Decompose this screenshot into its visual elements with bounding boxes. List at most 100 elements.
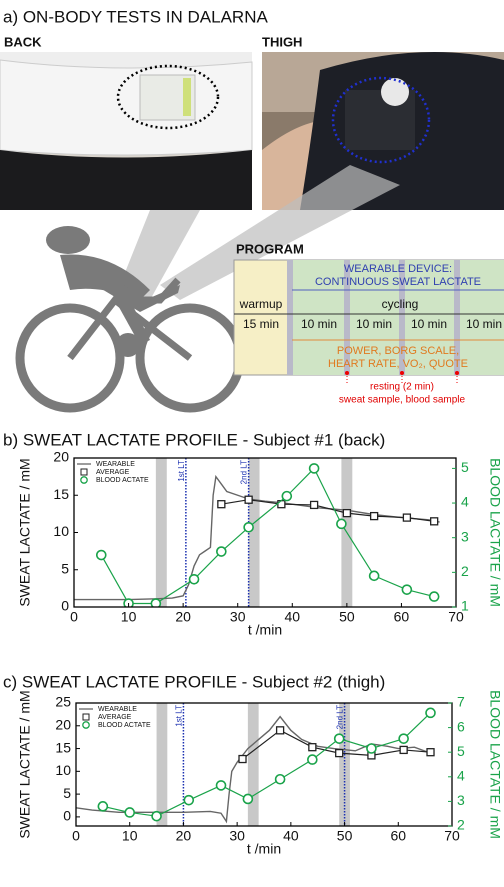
y2-tick-label: 6 — [457, 718, 465, 734]
x-tick-label: 0 — [70, 609, 78, 625]
x-tick-label: 60 — [390, 828, 406, 844]
y2-axis-label: BLOOD LACTATE / mM — [487, 690, 503, 839]
threshold-label: 2nd LT — [336, 705, 345, 729]
resting-label: resting (2 min) — [370, 382, 434, 393]
chart-title: c) SWEAT LACTATE PROFILE - Subject #2 (t… — [3, 672, 385, 691]
photo-label: BACK — [4, 34, 42, 49]
y-tick-label: 5 — [63, 785, 71, 801]
threshold-label: 1st LT — [177, 460, 186, 482]
blood-marker — [398, 733, 409, 744]
y2-tick-label: 1 — [461, 598, 469, 614]
legend-label: AVERAGE — [98, 714, 132, 721]
back-photo — [0, 52, 253, 210]
blood-marker — [366, 743, 377, 754]
y-tick-label: 0 — [63, 808, 71, 824]
phase-label: cycling — [382, 297, 419, 311]
y2-tick-label: 7 — [457, 694, 465, 710]
blood-marker — [307, 754, 318, 765]
rest-band — [155, 458, 167, 607]
y-axis-label: SWEAT LACTATE / mM — [17, 458, 33, 606]
funnel — [160, 165, 400, 300]
legend-label: AVERAGE — [96, 469, 130, 476]
x-tick-label: 30 — [230, 609, 246, 625]
legend-label: BLOOD ACTATE — [96, 477, 149, 484]
y-tick-label: 15 — [55, 739, 71, 755]
blood-marker — [243, 522, 254, 533]
y2-axis-label: BLOOD LACTATE / mM — [487, 458, 503, 607]
rest-band — [248, 458, 260, 607]
y-tick-label: 10 — [53, 523, 69, 539]
blood-marker — [281, 490, 293, 502]
phase-time: 10 min — [356, 317, 392, 331]
legend-key — [82, 721, 90, 729]
blood-marker — [336, 518, 347, 530]
y-axis-label: SWEAT LACTATE / mM — [17, 690, 33, 838]
y-tick-label: 5 — [61, 560, 69, 576]
average-marker — [275, 726, 285, 735]
blood-marker — [215, 780, 227, 791]
x-axis-label: t /min — [248, 622, 282, 638]
threshold-label: 2nd LT — [240, 460, 249, 484]
phase-time: 10 min — [301, 317, 337, 331]
program-title: PROGRAM — [236, 241, 304, 256]
device-label: CONTINUOUS SWEAT LACTATE — [315, 276, 481, 288]
cyclist — [15, 226, 245, 413]
y-tick-label: 20 — [53, 449, 69, 465]
blood-marker — [274, 773, 286, 785]
blood-marker — [333, 733, 345, 744]
blood-marker — [216, 546, 227, 557]
y2-tick-label: 4 — [457, 768, 465, 784]
samples-label: sweat sample, blood sample — [339, 395, 466, 406]
y2-tick-label: 4 — [461, 494, 469, 510]
average-marker — [277, 500, 286, 509]
x-tick-label: 40 — [283, 828, 299, 844]
measures-label: POWER, BORG SCALE, — [337, 345, 459, 357]
series-line — [221, 499, 435, 522]
legend-label: WEARABLE — [98, 706, 137, 713]
x-tick-label: 10 — [121, 609, 137, 625]
x-tick-label: 60 — [394, 609, 410, 625]
legend-key — [82, 713, 90, 721]
blood-marker — [95, 549, 107, 561]
blood-marker — [150, 598, 162, 607]
plot-area — [76, 703, 436, 826]
blood-marker — [124, 807, 136, 818]
legend-label: WEARABLE — [96, 461, 135, 468]
plot-frame — [75, 702, 453, 827]
y-tick-label: 0 — [61, 598, 69, 614]
rest-band — [156, 703, 168, 826]
x-tick-label: 20 — [176, 828, 192, 844]
blood-marker — [151, 810, 162, 822]
average-marker — [335, 748, 344, 758]
blood-marker — [368, 570, 380, 582]
photo-label: THIGH — [262, 34, 302, 49]
average-marker — [308, 743, 317, 752]
average-marker — [309, 500, 319, 510]
x-tick-label: 70 — [448, 609, 464, 625]
threshold-label: 1st LT — [175, 705, 184, 727]
y2-tick-label: 3 — [457, 792, 465, 808]
x-tick-label: 20 — [175, 609, 191, 625]
x-tick-label: 50 — [337, 828, 353, 844]
x-tick-label: 0 — [72, 828, 80, 844]
average-marker — [238, 754, 247, 764]
series-line — [102, 712, 431, 817]
x-tick-label: 50 — [339, 609, 355, 625]
legend-label: BLOOD ACTATE — [98, 722, 151, 729]
blood-marker — [97, 801, 109, 812]
legend-key — [80, 476, 88, 484]
blood-marker — [401, 584, 413, 595]
average-marker — [402, 513, 412, 522]
y2-tick-label: 5 — [461, 459, 469, 475]
panel-title: a) ON-BODY TESTS IN DALARNA — [3, 7, 268, 26]
rest-band — [247, 703, 259, 826]
x-tick-label: 70 — [444, 828, 460, 844]
x-tick-label: 10 — [122, 828, 138, 844]
legend-key — [80, 468, 88, 476]
funnel — [118, 210, 200, 300]
blood-marker — [188, 573, 200, 585]
average-marker — [430, 517, 439, 526]
y2-tick-label: 3 — [461, 528, 469, 544]
x-tick-label: 30 — [229, 828, 245, 844]
